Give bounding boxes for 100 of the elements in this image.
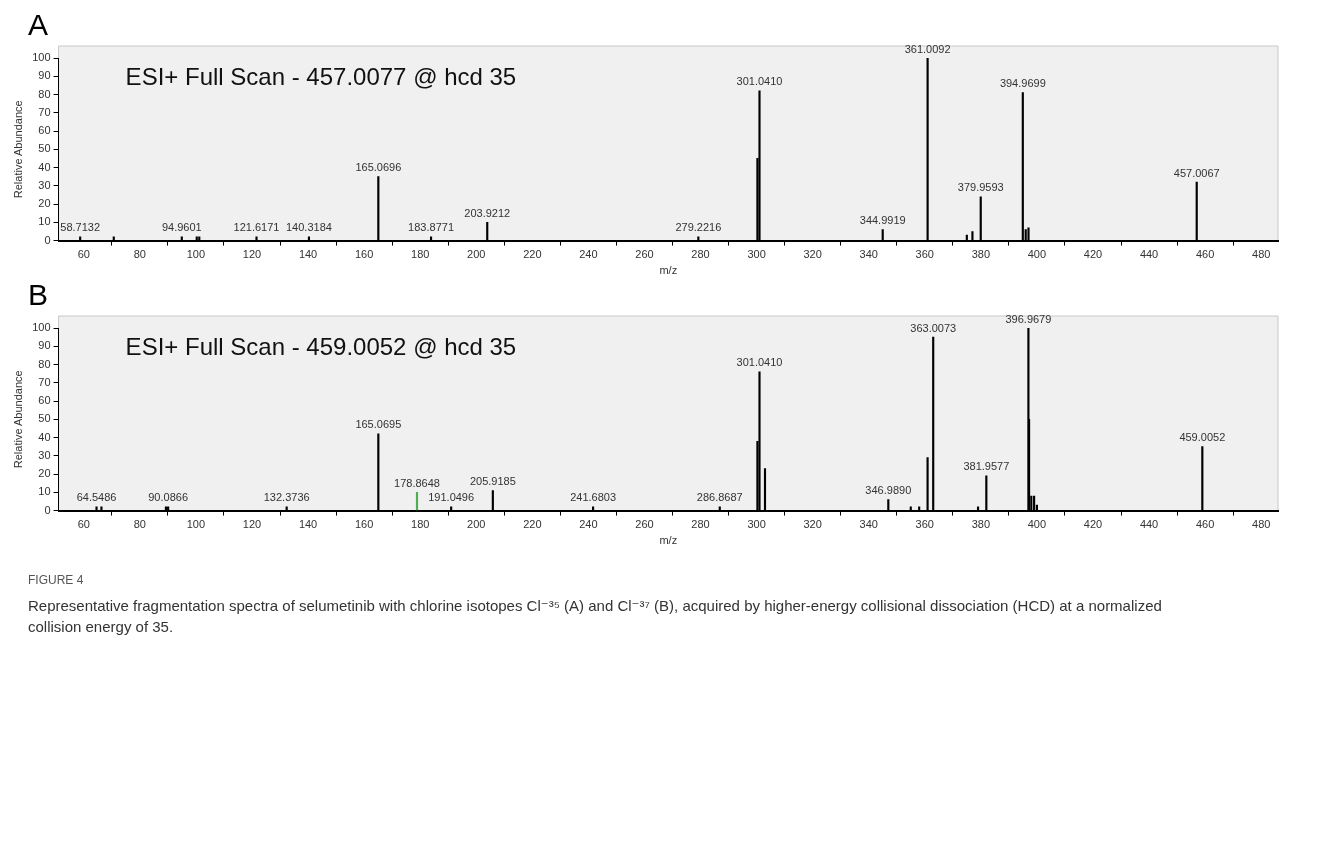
y-tick-label: 10 <box>38 215 51 228</box>
annotation: 379.9593 <box>957 181 1004 194</box>
annotation: 459.0052 <box>1179 431 1226 444</box>
annotation: 361.0092 <box>904 42 951 55</box>
annotation: 394.9699 <box>999 77 1046 90</box>
y-tick-label: 50 <box>38 142 51 155</box>
chart-subtitle: ESI+ Full Scan - 459.0052 @ hcd 35 <box>125 332 517 360</box>
x-tick-label: 480 <box>1252 518 1271 531</box>
x-tick-label: 140 <box>298 518 318 531</box>
x-tick-label: 240 <box>579 518 598 531</box>
x-tick-label: 380 <box>971 518 991 531</box>
y-tick-label: 100 <box>32 321 51 334</box>
x-tick-label: 260 <box>635 248 654 261</box>
annotation: 381.9577 <box>963 460 1010 473</box>
annotation: 203.9212 <box>464 206 511 219</box>
x-tick-label: 100 <box>186 248 206 261</box>
x-tick-label: 460 <box>1195 248 1215 261</box>
x-tick-label: 120 <box>242 248 262 261</box>
y-tick-label: 90 <box>38 69 51 82</box>
annotation: 205.9185 <box>469 475 516 488</box>
x-tick-label: 240 <box>579 248 598 261</box>
x-tick-label: 420 <box>1083 518 1103 531</box>
annotation: 457.0067 <box>1173 166 1220 179</box>
x-tick-label: 80 <box>133 248 146 261</box>
x-tick-label: 220 <box>523 248 542 261</box>
annotation: 121.6171 <box>233 221 280 234</box>
x-tick-label: 200 <box>467 518 486 531</box>
y-tick-label: 40 <box>38 160 51 173</box>
x-tick-label: 400 <box>1027 518 1047 531</box>
annotation: 344.9919 <box>859 214 906 227</box>
y-tick-label: 70 <box>38 375 51 388</box>
y-tick-label: 80 <box>38 357 51 370</box>
annotation: 396.9679 <box>1005 312 1052 325</box>
annotation: 178.8648 <box>394 476 440 489</box>
x-tick-label: 120 <box>242 518 262 531</box>
x-tick-label: 480 <box>1252 248 1271 261</box>
y-tick-label: 20 <box>38 467 51 480</box>
y-tick-label: 60 <box>38 394 51 407</box>
annotation: 183.8771 <box>408 221 454 234</box>
y-tick-label: 0 <box>44 233 51 246</box>
x-tick-label: 440 <box>1139 518 1159 531</box>
annotation: 90.0866 <box>148 491 189 504</box>
y-tick-label: 20 <box>38 197 51 210</box>
x-tick-label: 340 <box>859 248 878 261</box>
annotation: 132.3736 <box>263 491 310 504</box>
caption: FIGURE 4 <box>28 572 85 589</box>
x-tick-label: 80 <box>133 518 146 531</box>
y-axis-title: Relative Abundance <box>11 370 24 469</box>
x-tick-label: 360 <box>915 518 934 531</box>
annotation: 64.5486 <box>76 491 117 504</box>
y-tick-label: 70 <box>38 105 51 118</box>
chart-title: A <box>28 8 49 42</box>
x-tick-label: 320 <box>803 248 822 261</box>
x-tick-label: 280 <box>691 518 710 531</box>
x-tick-label: 200 <box>467 248 486 261</box>
x-tick-label: 220 <box>523 518 542 531</box>
x-axis-title: m/z <box>659 264 678 277</box>
x-tick-label: 380 <box>971 248 991 261</box>
x-tick-label: 280 <box>691 248 710 261</box>
x-tick-label: 100 <box>186 518 206 531</box>
x-tick-label: 300 <box>747 248 766 261</box>
x-tick-label: 460 <box>1195 518 1215 531</box>
annotation: 191.0496 <box>428 491 475 504</box>
x-tick-label: 420 <box>1083 248 1103 261</box>
y-axis-title: Relative Abundance <box>11 100 24 199</box>
x-tick-label: 400 <box>1027 248 1047 261</box>
x-tick-label: 340 <box>859 518 878 531</box>
x-tick-label: 160 <box>354 518 374 531</box>
x-tick-label: 60 <box>77 518 90 531</box>
annotation: 140.3184 <box>286 221 332 234</box>
chart-title: B <box>28 278 49 312</box>
annotation: 301.0410 <box>736 75 783 88</box>
chart-subtitle: ESI+ Full Scan - 457.0077 @ hcd 35 <box>125 62 517 90</box>
y-tick-label: 90 <box>38 339 51 352</box>
x-axis-title: m/z <box>659 534 678 547</box>
y-tick-label: 10 <box>38 485 51 498</box>
text: Representative fragmentation spectra of selumetinib with chlorine isotopes Cl⁻³⁵ (A) and Cl⁻³⁷ (B), acquired by higher-energy collisional dissociation (HCD) at a normalized collision energy of 35. <box>28 596 1163 637</box>
annotation: 241.6803 <box>570 491 617 504</box>
annotation: 58.7132 <box>60 221 101 234</box>
x-tick-label: 160 <box>354 248 374 261</box>
x-tick-label: 140 <box>298 248 318 261</box>
y-tick-label: 50 <box>38 412 51 425</box>
x-tick-label: 60 <box>77 248 90 261</box>
x-tick-label: 320 <box>803 518 822 531</box>
x-tick-label: 440 <box>1139 248 1159 261</box>
bar <box>415 492 419 511</box>
x-tick-label: 300 <box>747 518 766 531</box>
annotation: 94.9601 <box>161 221 202 234</box>
x-tick-label: 260 <box>635 518 654 531</box>
y-tick-label: 30 <box>38 178 51 191</box>
y-tick-label: 40 <box>38 430 51 443</box>
annotation: 301.0410 <box>736 356 783 369</box>
y-tick-label: 80 <box>38 87 51 100</box>
annotation: 346.9890 <box>865 484 912 497</box>
x-tick-label: 360 <box>915 248 934 261</box>
annotation: 165.0695 <box>355 418 402 431</box>
annotation: 363.0073 <box>910 321 957 334</box>
x-tick-label: 180 <box>411 248 430 261</box>
y-tick-label: 30 <box>38 448 51 461</box>
annotation: 165.0696 <box>355 161 402 174</box>
